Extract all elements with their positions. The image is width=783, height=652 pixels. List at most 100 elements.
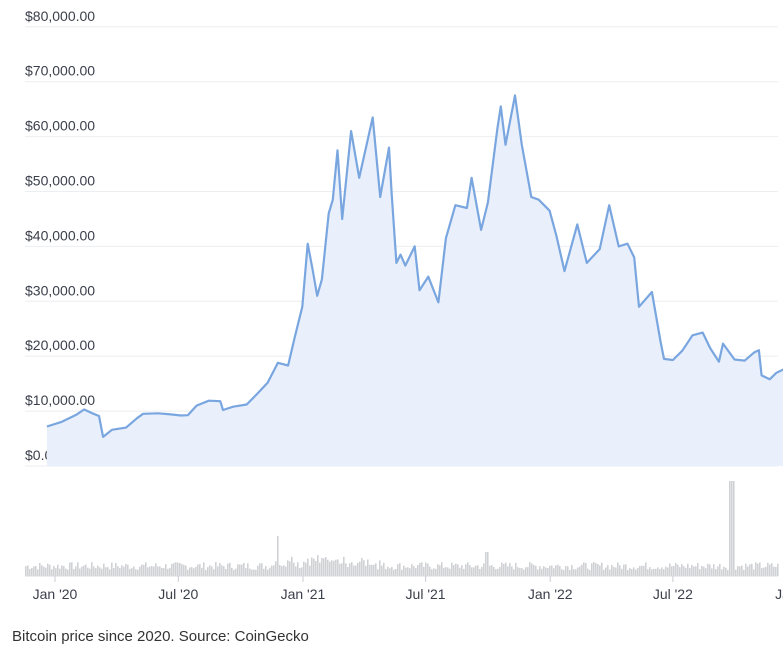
volume-bar (601, 562, 603, 576)
price-area (46, 95, 783, 466)
volume-bar (595, 563, 597, 576)
volume-bar (615, 567, 617, 576)
volume-bar (81, 566, 83, 576)
volume-bar (155, 563, 157, 576)
volume-bar (423, 566, 425, 576)
volume-bar (75, 566, 77, 576)
volume-bar (767, 562, 769, 576)
volume-bar (121, 565, 123, 576)
price-line (46, 94, 783, 438)
volume-bar (591, 563, 593, 576)
volume-bar (545, 567, 547, 576)
volume-bar (715, 569, 717, 576)
volume-bar (195, 566, 197, 576)
volume-bar (291, 556, 293, 576)
volume-bar (63, 566, 65, 576)
volume-bar (79, 568, 81, 576)
volume-bar (681, 564, 683, 576)
volume-bar (651, 569, 653, 576)
volume-bar (619, 565, 621, 576)
volume-bar (603, 569, 605, 576)
volume-bar (521, 568, 523, 576)
volume-bar (631, 569, 633, 576)
volume-bar (281, 566, 283, 576)
volume-bar (653, 568, 655, 576)
volume-bar (287, 560, 289, 576)
x-tick-label: Jan '22 (528, 586, 573, 602)
volume-bar (605, 567, 607, 576)
chart-caption: Bitcoin price since 2020. Source: CoinGe… (12, 628, 309, 645)
volume-bar (553, 568, 555, 576)
volume-bar (777, 563, 779, 576)
volume-bar (153, 566, 155, 576)
volume-bar (663, 569, 665, 576)
volume-bar (775, 566, 777, 576)
volume-bar (389, 568, 391, 576)
y-tick-label: $40,000.00 (25, 227, 95, 243)
volume-bar (179, 563, 181, 576)
volume-bar (89, 568, 91, 576)
x-tick-label: Jan '20 (33, 586, 78, 602)
volume-bar (771, 563, 773, 576)
volume-bar (765, 566, 767, 576)
volume-bar (587, 568, 589, 576)
volume-bar (513, 569, 515, 576)
volume-bar (577, 567, 579, 576)
volume-bar (303, 561, 305, 576)
volume-bar (145, 562, 147, 576)
volume-bar (737, 566, 739, 576)
volume-bar (645, 562, 647, 576)
volume-bar (335, 559, 337, 576)
volume-bar (205, 569, 207, 576)
grid-lines (25, 26, 778, 467)
volume-bar (197, 564, 199, 576)
volume-bar (31, 568, 33, 576)
volume-bar (449, 568, 451, 576)
volume-bar (571, 565, 573, 576)
volume-bar (675, 562, 677, 576)
volume-bar (525, 567, 527, 576)
volume-bar (585, 563, 587, 576)
volume-bar (115, 562, 117, 576)
volume-bar (441, 562, 443, 576)
volume-bar (199, 564, 201, 576)
volume-bar (135, 569, 137, 576)
volume-bar (617, 562, 619, 576)
volume-bar (207, 567, 209, 576)
volume-bar (147, 567, 149, 576)
y-tick-label: $20,000.00 (25, 337, 95, 353)
volume-bar (699, 569, 701, 576)
volume-bar (193, 568, 195, 576)
volume-bar (361, 557, 363, 576)
volume-bar (225, 568, 227, 576)
volume-bar (327, 559, 329, 576)
volume-bar (427, 563, 429, 576)
volume-bar (657, 567, 659, 576)
volume-bar (459, 567, 461, 576)
volume-bar (755, 562, 757, 576)
volume-bar (579, 566, 581, 576)
volume-bar (435, 568, 437, 576)
volume-bar (735, 569, 737, 576)
volume-bar (113, 568, 115, 576)
volume-bar (477, 565, 479, 576)
volume-bar (471, 567, 473, 576)
volume-bar (55, 568, 57, 576)
volume-bar (315, 560, 317, 576)
volume-bar (425, 562, 427, 576)
bitcoin-price-chart: $0.00$10,000.00$20,000.00$30,000.00$40,0… (25, 8, 783, 602)
volume-bar (529, 562, 531, 576)
volume-bar (67, 569, 69, 576)
volume-bar (413, 566, 415, 576)
volume-bar (561, 569, 563, 576)
volume-bar (285, 566, 287, 576)
volume-bar (265, 566, 267, 576)
volume-bar (387, 566, 389, 576)
volume-bar (25, 566, 27, 576)
volume-bar (407, 567, 409, 576)
volume-bar (369, 564, 371, 576)
volume-bar (71, 562, 73, 576)
volume-bar (727, 569, 729, 576)
volume-bar (65, 568, 67, 576)
volume-bar (277, 536, 279, 576)
